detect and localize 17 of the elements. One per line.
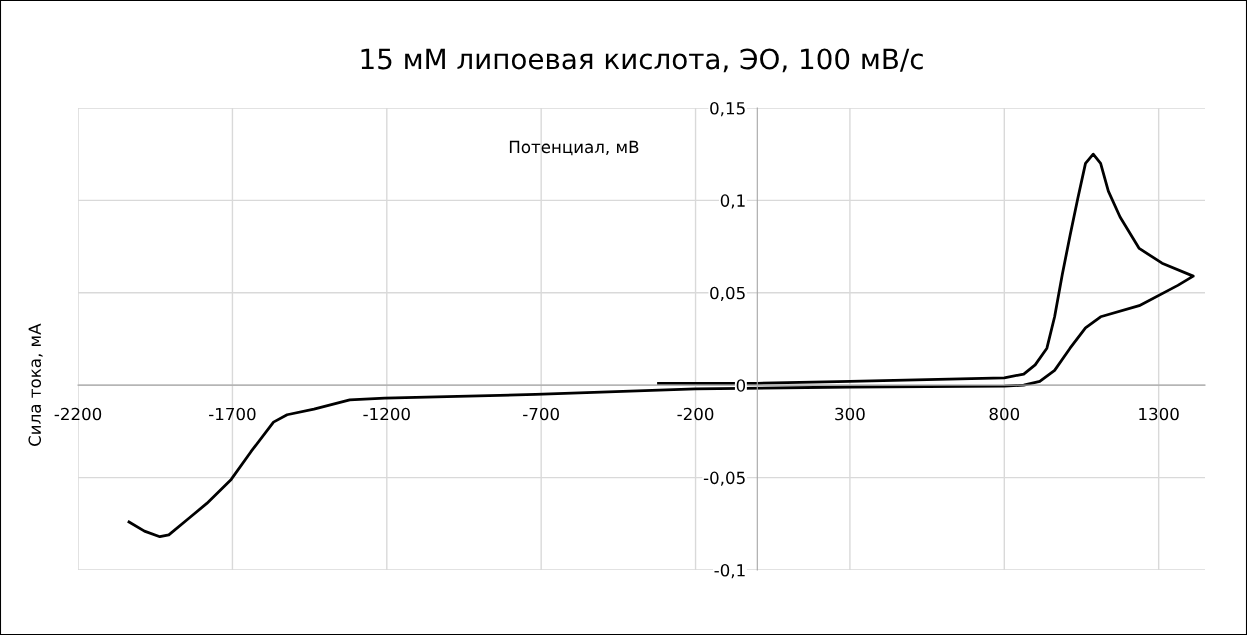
y-tick-label: 0 [736, 379, 746, 392]
x-tick-label: -1200 [363, 407, 410, 421]
y-tick-label: 0,1 [720, 194, 745, 209]
y-tick-label: 0,15 [710, 101, 745, 117]
x-tick-label: 800 [989, 407, 1020, 421]
x-tick-label: -700 [523, 407, 559, 421]
x-tick-label: -200 [677, 407, 714, 421]
x-tick-label: 1300 [1139, 407, 1179, 421]
y-tick-label: 0,05 [710, 286, 745, 302]
y-axis-title: Сила тока, мА [28, 323, 43, 446]
x-tick-label: -1700 [209, 407, 256, 421]
y-tick-label: -0,1 [714, 563, 745, 579]
x-tick-label: -2200 [54, 407, 102, 421]
x-axis-title: Потенциал, мВ [509, 140, 639, 156]
y-tick-label: -0,05 [703, 471, 745, 486]
x-tick-label: 300 [835, 407, 865, 421]
chart-title: 15 мМ липоевая кислота, ЭО, 100 мВ/с [361, 48, 923, 73]
